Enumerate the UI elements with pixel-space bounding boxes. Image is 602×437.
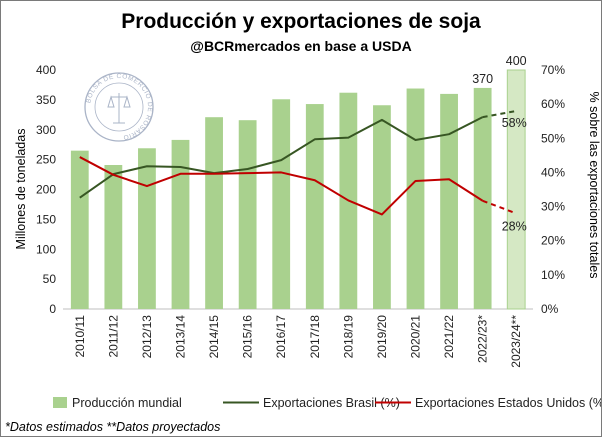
legend: Producción mundial Exportaciones Brasil … [53,396,601,410]
bar [406,88,425,310]
y-tick-left: 50 [43,272,57,286]
y-axis-label-left: Millones de toneladas [14,129,28,250]
bar [305,104,324,310]
seal-emblem [107,93,131,124]
seal-outer-ring [84,72,154,142]
x-tick-label: 2017/18 [308,315,322,359]
y-tick-right: 20% [541,234,565,248]
series-line-projected [482,199,517,215]
y-tick-right: 10% [541,268,565,282]
data-label: 370 [472,72,493,86]
x-tick-label: 2010/11 [73,315,87,358]
series-line [79,116,484,199]
y-tick-left: 400 [36,63,56,77]
series-line [79,156,484,216]
watermark-seal: BOLSA DE COMERCIO DE ROSARIO [84,72,154,142]
x-tick-label: 2015/16 [241,315,255,359]
bar [205,117,223,309]
x-tick-label: 2019/20 [375,315,389,359]
y-tick-left: 250 [36,153,56,167]
y-tick-left: 100 [36,242,56,256]
lines [79,109,517,216]
legend-label-brasil: Exportaciones Brasil (%) [263,396,400,410]
axes: 0 50 100 150 200 250 300 350 400 0% 10% 20% 30% 40% 50… [36,63,565,368]
x-tick-label: 2011/12 [106,315,120,358]
bar [440,93,458,310]
y-tick-right: 40% [541,165,565,179]
legend-swatch-produccion [53,397,67,408]
legend-label-eeuu: Exportaciones Estados Unidos (%) [415,396,601,410]
x-tick-label: 2020/21 [409,315,423,359]
data-labels: 370 400 58% 28% [472,54,527,233]
bar [70,150,89,309]
bar [171,139,190,309]
bar [373,105,391,309]
y-tick-left: 300 [36,123,56,137]
chart-title: Producción y exportaciones de soja [121,10,481,33]
x-tick-label: 2021/22 [442,315,456,359]
data-label: 58% [502,116,527,130]
x-tick-label: 2023/24** [509,315,523,368]
bar [272,99,291,309]
y-tick-left: 350 [36,93,56,107]
series-line-projected [482,109,517,119]
bar [104,165,123,309]
seal-inner-ring [94,82,144,132]
data-label: 28% [502,219,527,233]
data-label: 400 [506,54,527,68]
x-tick-label: 2016/17 [274,315,288,359]
x-tick-label: 2022/23* [476,315,490,363]
x-tick-label: 2013/14 [174,315,188,359]
y-tick-left: 150 [36,212,56,226]
footnote: *Datos estimados **Datos proyectados [5,420,220,434]
y-axis-label-right: % sobre las exportaciones totales [587,92,601,279]
bar [506,69,526,310]
bars [70,69,526,310]
bar [238,120,257,309]
legend-label-produccion: Producción mundial [72,396,182,410]
x-tick-label: 2014/15 [207,315,221,359]
y-tick-left: 200 [36,183,56,197]
x-tick-label: 2018/19 [341,315,355,359]
y-tick-left: 0 [49,302,56,316]
y-tick-right: 50% [541,131,565,145]
y-tick-right: 70% [541,63,565,77]
y-tick-right: 30% [541,200,565,214]
x-tick-label: 2012/13 [140,315,154,359]
bar [138,148,156,309]
bar [473,87,492,309]
y-tick-right: 60% [541,97,565,111]
chart-subtitle: @BCRmercados en base a USDA [190,38,411,54]
y-tick-right: 0% [541,302,559,316]
